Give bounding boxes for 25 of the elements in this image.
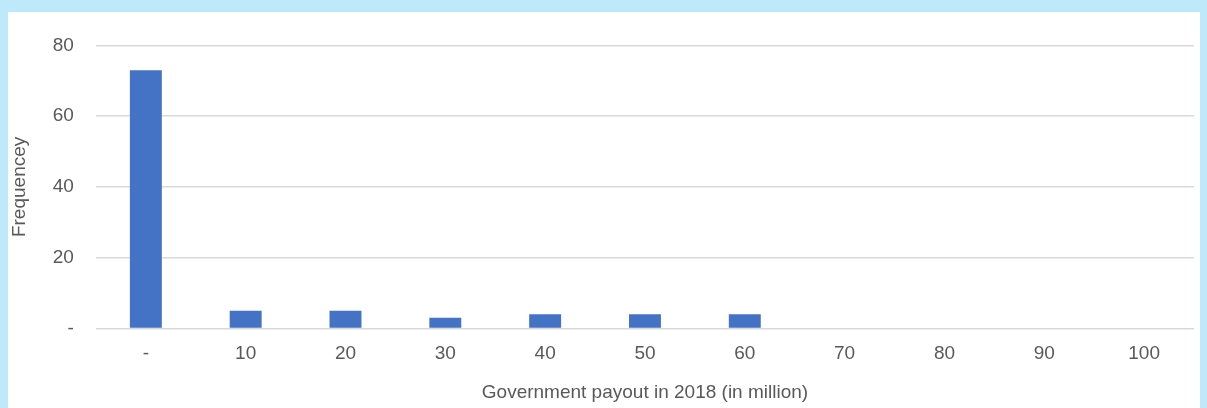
x-tick-label: 40 xyxy=(534,342,556,364)
y-tick-label: 40 xyxy=(52,175,74,197)
x-tick-label: 100 xyxy=(1128,342,1160,364)
x-tick-label: 80 xyxy=(933,342,956,364)
bar xyxy=(329,310,362,328)
x-axis-title: Government payout in 2018 (in million) xyxy=(481,380,809,402)
bar xyxy=(429,317,462,328)
y-tick-label: - xyxy=(67,316,74,338)
x-tick-label: 20 xyxy=(334,342,357,364)
x-tick-label: 10 xyxy=(235,342,257,364)
y-tick-label: 80 xyxy=(52,33,74,55)
y-tick-label: 20 xyxy=(52,245,74,267)
y-axis-title: Frequencey xyxy=(7,136,29,238)
x-tick-label: - xyxy=(142,342,150,364)
bar xyxy=(629,314,661,328)
bar xyxy=(129,70,162,328)
x-tick-label: 60 xyxy=(734,342,756,364)
x-tick-label: 50 xyxy=(634,342,656,364)
y-tick-label: 60 xyxy=(52,104,74,126)
bar xyxy=(229,310,262,328)
x-tick-label: 90 xyxy=(1033,342,1055,364)
bar xyxy=(529,314,562,328)
x-tick-label: 70 xyxy=(834,342,856,364)
bar xyxy=(728,314,761,328)
x-tick-label: 30 xyxy=(434,342,456,364)
